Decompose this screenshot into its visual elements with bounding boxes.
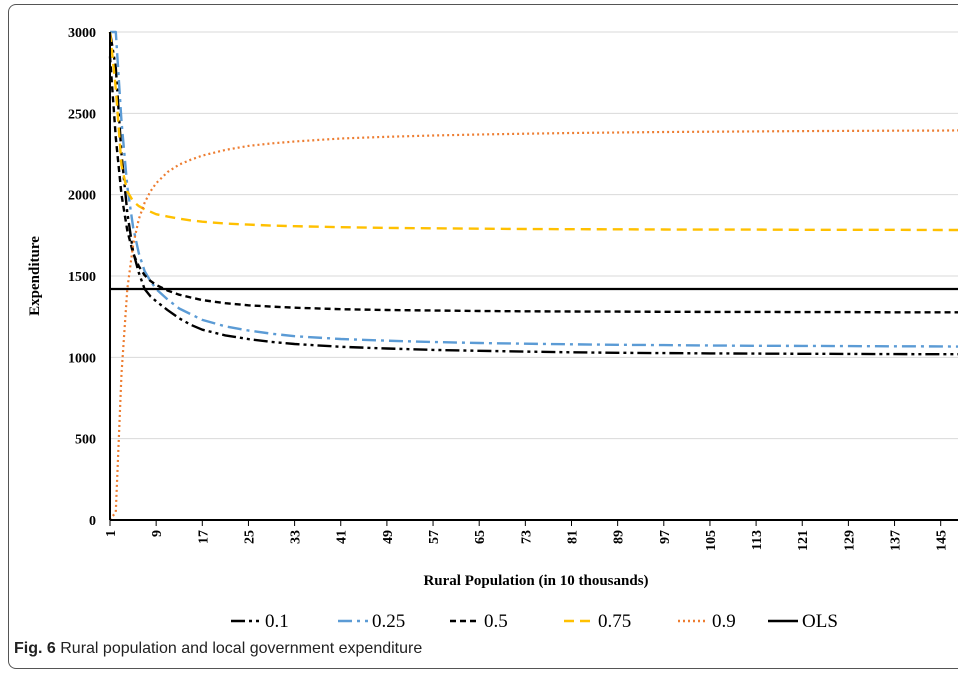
legend: 0.1 0.25 0.5 0.75 0.9 OLS <box>231 611 838 632</box>
gridlines <box>110 31 958 440</box>
y-tick-labels: 0 500 1000 1500 2000 2500 3000 <box>68 26 96 529</box>
x-tick-label: 145 <box>935 530 950 551</box>
x-tick-label: 89 <box>612 530 627 544</box>
series-line-0.9 <box>109 129 958 521</box>
x-tick-label: 9 <box>150 530 165 537</box>
y-tick-label: 1000 <box>68 351 96 366</box>
x-tick-label: 97 <box>658 530 673 544</box>
figure-caption-text: Rural population and local government ex… <box>60 640 423 657</box>
x-tick-label: 121 <box>796 530 811 551</box>
y-tick-label: 500 <box>75 433 96 448</box>
x-tick-label: 137 <box>889 530 904 551</box>
series-line-0.5 <box>108 56 958 314</box>
x-tick-label: 49 <box>381 530 396 544</box>
y-tick-label: 3000 <box>68 26 96 41</box>
legend-label-OLS: OLS <box>802 611 838 632</box>
x-tick-label: 41 <box>335 530 350 544</box>
series-lines <box>108 30 958 521</box>
series-line-0.75 <box>108 31 958 232</box>
x-tick-label: 73 <box>519 530 534 544</box>
y-tick-label: 2500 <box>68 107 96 122</box>
legend-label-0.5: 0.5 <box>484 611 508 632</box>
legend-label-0.9: 0.9 <box>712 611 736 632</box>
y-tick-label: 0 <box>89 514 96 529</box>
legend-label-0.75: 0.75 <box>598 611 631 632</box>
x-axis-title: Rural Population (in 10 thousands) <box>423 573 648 589</box>
x-tick-label: 65 <box>473 530 488 544</box>
x-tick-label: 129 <box>842 530 857 551</box>
x-tick-label: 33 <box>289 530 304 544</box>
x-tick-label: 113 <box>750 530 765 550</box>
figure-frame <box>8 4 958 669</box>
y-tick-label: 2000 <box>68 189 96 204</box>
y-tick-label: 1500 <box>68 270 96 285</box>
x-tick-label: 57 <box>427 530 442 544</box>
y-axis-title: Expenditure <box>27 236 43 316</box>
x-tick-labels: 1 9 17 25 33 41 49 57 65 73 81 89 97 105 113 121 129 137 1… <box>104 530 950 551</box>
figure-label: Fig. 6 <box>14 640 56 657</box>
figure-caption: Fig. 6 Rural population and local govern… <box>14 640 422 658</box>
x-tick-label: 17 <box>196 530 211 544</box>
series-line-0.1 <box>108 31 958 356</box>
x-tick-label: 25 <box>242 530 257 544</box>
legend-label-0.25: 0.25 <box>372 611 405 632</box>
legend-label-0.1: 0.1 <box>265 611 289 632</box>
axes <box>109 32 958 526</box>
x-tick-label: 81 <box>566 530 581 544</box>
x-tick-label: 105 <box>704 530 719 551</box>
x-tick-label: 1 <box>104 530 119 537</box>
series-line-0.25 <box>110 30 958 348</box>
